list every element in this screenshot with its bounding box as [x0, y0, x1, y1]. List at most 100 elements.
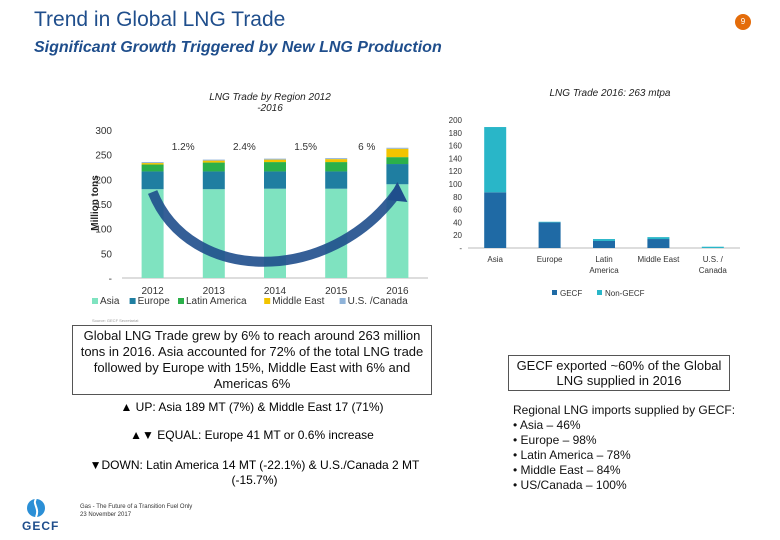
- bar-segment: [325, 158, 348, 160]
- legend-swatch: [92, 298, 98, 304]
- page-number-badge: 9: [735, 14, 751, 30]
- equal-summary: ▲▼ EQUAL: Europe 41 MT or 0.6% increase: [130, 428, 374, 442]
- bar-segment: [141, 163, 164, 165]
- footer-line-2: 23 November 2017: [80, 512, 132, 518]
- y-tick-label: 40: [453, 218, 462, 227]
- x-tick-label: Canada: [699, 266, 728, 275]
- x-tick-label: Middle East: [638, 255, 681, 264]
- growth-label: 2.4%: [233, 142, 256, 153]
- bar-segment: [593, 239, 615, 241]
- legend-swatch: [178, 298, 184, 304]
- y-tick-label: 100: [449, 180, 463, 189]
- y-tick-label: -: [109, 274, 112, 285]
- list-item: Latin America – 78%: [513, 448, 738, 463]
- y-tick-label: 160: [449, 142, 463, 151]
- legend-label: Middle East: [272, 296, 324, 307]
- bar-segment: [141, 162, 164, 164]
- x-tick-label: 2013: [203, 286, 226, 297]
- up-summary: ▲ UP: Asia 189 MT (7%) & Middle East 17 …: [120, 400, 384, 414]
- bar-segment: [264, 188, 286, 278]
- page-subtitle: Significant Growth Triggered by New LNG …: [34, 39, 442, 56]
- bar-segment: [538, 222, 561, 248]
- legend-swatch: [339, 298, 346, 304]
- x-tick-label: Latin: [595, 255, 612, 264]
- footer-line-1: Gas - The Future of a Transition Fuel On…: [80, 504, 193, 510]
- gecf-logo: [27, 498, 45, 518]
- x-tick-label: 2016: [386, 286, 409, 297]
- bar-segment: [484, 192, 507, 248]
- bar-segment: [593, 240, 615, 248]
- legend-label: Latin America: [186, 296, 247, 307]
- y-tick-label: -: [459, 244, 462, 253]
- y-tick-label: 200: [95, 175, 112, 186]
- x-tick-label: 2015: [325, 286, 348, 297]
- bar-segment: [386, 184, 409, 278]
- logo-text: GECF: [22, 519, 60, 533]
- y-tick-label: 140: [449, 154, 463, 163]
- growth-arrow-head: [387, 182, 408, 202]
- bar-segment: [386, 147, 409, 149]
- region-trend-chart: - 50 100 150 200 250 300 Million tons 2012 2013 20…: [90, 126, 428, 307]
- list-item: US/Canada – 100%: [513, 478, 738, 493]
- list-item: Middle East – 84%: [513, 463, 738, 478]
- legend-swatch: [264, 298, 271, 304]
- y-tick-label: 80: [453, 193, 462, 202]
- y-tick-label: 100: [95, 225, 112, 236]
- growth-label: 1.5%: [294, 142, 317, 153]
- growth-label: 1.2%: [172, 142, 195, 153]
- lng-2016-chart: - 20 40 60 80 100 120 140 160 180 200 Asia Europe Lat…: [449, 116, 740, 298]
- summary-box: Global LNG Trade grew by 6% to reach aro…: [72, 325, 432, 395]
- bar-segment: [202, 162, 225, 172]
- page-title: Trend in Global LNG Trade: [34, 8, 286, 31]
- x-tick-label: 2012: [141, 286, 164, 297]
- y-axis-label: Million tons: [90, 175, 101, 231]
- y-tick-label: 20: [453, 231, 462, 240]
- bar-segment: [325, 159, 348, 163]
- bar-segment: [264, 159, 286, 163]
- bar-segment: [264, 158, 286, 160]
- gecf-export-box: GECF exported ~60% of the Global LNG sup…: [508, 355, 730, 391]
- legend-label: U.S. /Canada: [348, 296, 408, 307]
- list-item: Europe – 98%: [513, 433, 738, 448]
- x-tick-label: 2014: [264, 286, 287, 297]
- y-tick-label: 50: [101, 249, 113, 260]
- bar-segment: [647, 239, 670, 248]
- bar-segment: [264, 162, 286, 172]
- y-tick-label: 200: [449, 116, 463, 125]
- bar-segment: [264, 171, 286, 189]
- bar-segment: [386, 148, 409, 158]
- x-tick-label: Europe: [537, 255, 563, 264]
- bar-segment: [701, 246, 724, 248]
- bar-segment: [141, 171, 164, 190]
- legend-swatch: [129, 298, 136, 304]
- bar-segment: [647, 237, 670, 240]
- bar-segment: [325, 188, 348, 278]
- growth-arrow: [147, 189, 402, 267]
- footer-note: Gas - The Future of a Transition Fuel On…: [80, 503, 192, 519]
- bar-segment: [202, 171, 225, 190]
- chart1-title: LNG Trade by Region 2012 -2016: [209, 92, 331, 114]
- x-tick-label: U.S. /: [703, 255, 724, 264]
- bar-segment: [202, 159, 225, 161]
- y-tick-label: 150: [95, 200, 112, 211]
- bar-segment: [386, 157, 409, 165]
- growth-label: 6 %: [358, 142, 375, 153]
- x-tick-label: America: [589, 266, 619, 275]
- chart2-title: LNG Trade 2016: 263 mtpa: [549, 88, 671, 99]
- regional-list: Asia – 46% Europe – 98% Latin America – …: [513, 418, 738, 493]
- bar-segment: [484, 127, 507, 193]
- bar-segment: [538, 221, 561, 223]
- legend-label: Non-GECF: [605, 289, 645, 298]
- legend-swatch: [552, 290, 557, 295]
- y-tick-label: 300: [95, 126, 112, 137]
- regional-imports: Regional LNG imports supplied by GECF: A…: [513, 403, 738, 493]
- chart-source-note: Source: GECF Secretariat: [92, 318, 139, 323]
- legend-label: Asia: [100, 296, 120, 307]
- bar-segment: [325, 171, 348, 189]
- bar-segment: [325, 162, 348, 172]
- bar-segment: [202, 189, 225, 278]
- legend-swatch: [597, 290, 602, 295]
- y-tick-label: 120: [449, 167, 463, 176]
- y-tick-label: 250: [95, 151, 112, 162]
- y-tick-label: 180: [449, 129, 463, 138]
